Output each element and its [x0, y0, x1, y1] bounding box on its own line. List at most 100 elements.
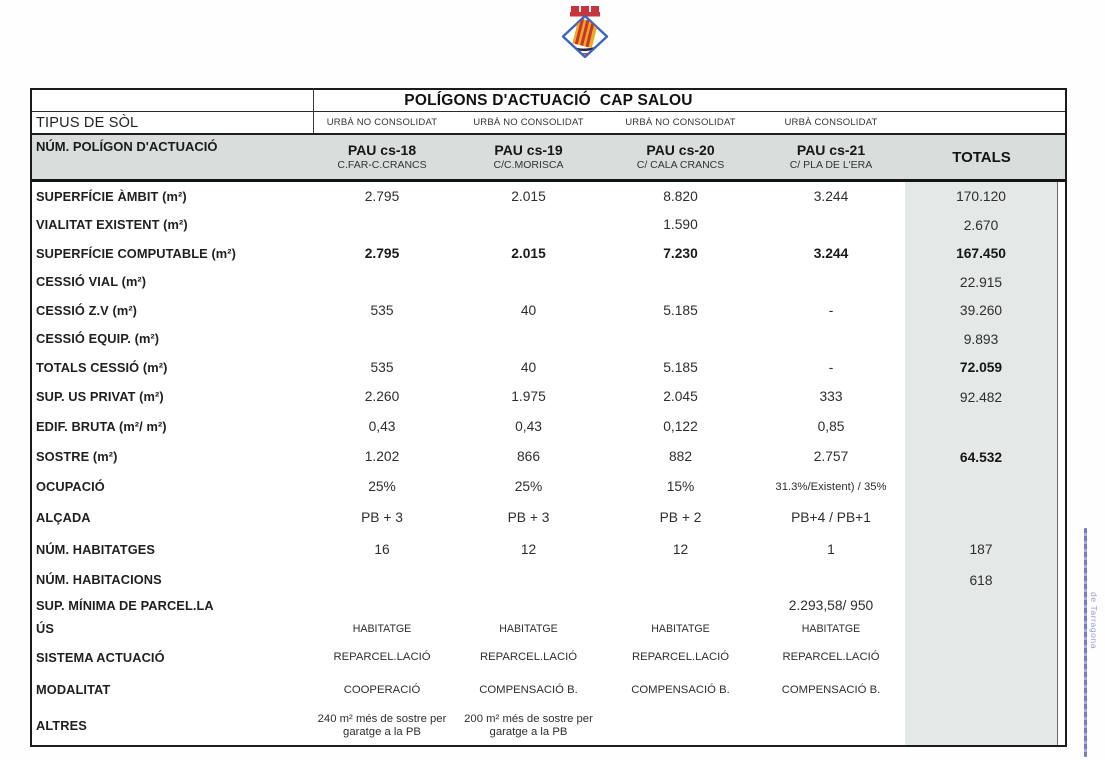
table-row: OCUPACIÓ 25% 25% 15% 31.3%/Existent) / 35% [32, 472, 1065, 502]
cell-value: PB+4 / PB+1 [791, 510, 871, 526]
table-row: ÚS HABITATGE HABITATGE HABITATGE HABITATGE [32, 617, 1065, 641]
total-value [905, 472, 1058, 502]
total-value [905, 674, 1058, 706]
cell-value: 2.293,58/ 950 [788, 598, 874, 614]
cell-value: 1 [827, 541, 835, 557]
stamp-text: de Tarragona [1089, 592, 1099, 650]
table-row: ALTRES 240 m² més de sostre per garatge a… [32, 706, 1065, 745]
cell-value: REPARCEL.LACIÓ [333, 651, 431, 663]
cell-value: 25% [368, 479, 396, 495]
column-header-pau-cs-20: PAU cs-20 C/ CALA CRANCS [636, 141, 725, 172]
cell-value: 3.244 [813, 245, 849, 261]
cell-value: 882 [668, 449, 693, 465]
pau-table: POLÍGONS D'ACTUACIÓ CAP SALOU TIPUS DE S… [30, 88, 1067, 747]
soil-type-value: URBÀ NO CONSOLIDAT [625, 117, 736, 128]
cell-value: - [828, 359, 834, 375]
cell-value: HABITATGE [499, 622, 558, 635]
cell-value: COMPENSACIÓ B. [781, 683, 881, 696]
salou-coat-of-arms-logo [561, 6, 609, 59]
total-value [905, 706, 1058, 745]
cell-value: 535 [370, 302, 394, 318]
stamp-border-line [1084, 528, 1087, 757]
row-label: SISTEMA ACTUACIÓ [36, 649, 165, 665]
cell-value: - [828, 302, 834, 318]
cell-value: 2.045 [663, 389, 698, 405]
total-value [905, 617, 1058, 641]
cell-value: 2.015 [511, 245, 546, 261]
soil-type-value: URBÀ NO CONSOLIDAT [473, 117, 584, 128]
total-value: 618 [905, 565, 1058, 595]
cell-value: 2.015 [511, 188, 546, 204]
table-row: SOSTRE (m²) 1.202 866 882 2.757 64.532 [32, 442, 1065, 472]
total-value: 9.893 [905, 325, 1058, 353]
cell-value: COOPERACIÓ [343, 683, 421, 696]
total-value: 2.670 [905, 211, 1058, 239]
row-label: SUP. MÍNIMA DE PARCEL.LA [36, 598, 214, 614]
cell-value: 240 m² més de sostre per garatge a la PB [317, 712, 447, 738]
cell-value: HABITATGE [352, 622, 412, 635]
senyera-stripes [572, 17, 599, 49]
table-row: TOTALS CESSIÓ (m²) 535 40 5.185 - 72.059 [32, 353, 1065, 382]
total-value: 167.450 [905, 239, 1058, 268]
row-label: CESSIÓ Z.V (m²) [36, 302, 138, 318]
row-label: NÚM. HABITATGES [36, 541, 156, 557]
cell-value: PB + 2 [659, 510, 702, 526]
totals-column-header: TOTALS [952, 148, 1011, 166]
total-value: 39.260 [905, 296, 1058, 325]
table-row: CESSIÓ Z.V (m²) 535 40 5.185 - 39.260 [32, 296, 1065, 325]
table-title: POLÍGONS D'ACTUACIÓ CAP SALOU [404, 91, 693, 109]
cell-value: 31.3%/Existent) / 35% [775, 480, 887, 493]
cell-value: 535 [370, 359, 394, 375]
header-vertical-divider [313, 88, 314, 133]
row-label: SUPERFÍCIE ÀMBIT (m²) [36, 188, 187, 204]
cell-value: HABITATGE [801, 622, 861, 635]
cell-value: REPARCEL.LACIÓ [782, 651, 880, 663]
total-value: 64.532 [905, 442, 1058, 472]
total-value: 72.059 [905, 353, 1058, 382]
row-label: SUP. US PRIVAT (m²) [36, 389, 164, 405]
cell-value: PB + 3 [361, 510, 403, 526]
cell-value: 5.185 [663, 302, 698, 318]
row-label: CESSIÓ EQUIP. (m²) [36, 331, 160, 347]
row-label: ALTRES [36, 717, 87, 733]
cell-value: REPARCEL.LACIÓ [631, 651, 730, 663]
cell-value: 333 [819, 389, 843, 405]
cell-value: 1.590 [663, 217, 698, 233]
total-value: 92.482 [905, 382, 1058, 412]
table-body: SUPERFÍCIE ÀMBIT (m²) 2.795 2.015 8.820 3.24… [32, 182, 1065, 745]
cell-value: HABITATGE [651, 622, 710, 635]
table-row: MODALITAT COOPERACIÓ COMPENSACIÓ B. COMPENS… [32, 674, 1065, 706]
cell-value: 1.975 [511, 389, 546, 405]
total-value: 22.915 [905, 268, 1058, 296]
table-title-row: POLÍGONS D'ACTUACIÓ CAP SALOU [32, 90, 1065, 112]
cell-value: 0,43 [368, 419, 396, 435]
table-row: ALÇADA PB + 3 PB + 3 PB + 2 PB+4 / PB+1 [32, 502, 1065, 534]
cell-value: 12 [672, 541, 689, 557]
table-row: NÚM. HABITACIONS 618 [32, 565, 1065, 595]
cell-value: 2.260 [364, 389, 400, 405]
row-label: EDIF. BRUTA (m²/ m²) [36, 419, 167, 435]
total-value [905, 412, 1058, 442]
cell-value: 7.230 [663, 245, 698, 261]
table-row: SUPERFÍCIE ÀMBIT (m²) 2.795 2.015 8.820 3.24… [32, 182, 1065, 211]
row-label: SUPERFÍCIE COMPUTABLE (m²) [36, 245, 237, 261]
total-value [905, 641, 1058, 674]
table-row: SUPERFÍCIE COMPUTABLE (m²) 2.795 2.015 7.23… [32, 239, 1065, 268]
polygon-header-label: NÚM. POLÍGON D'ACTUACIÓ [36, 139, 218, 154]
cell-value: 40 [520, 359, 537, 375]
table-row: SUP. US PRIVAT (m²) 2.260 1.975 2.045 333 92.… [32, 382, 1065, 412]
cell-value: 40 [520, 302, 537, 318]
row-label: MODALITAT [36, 682, 111, 698]
soil-type-value: URBÀ NO CONSOLIDAT [326, 117, 438, 128]
cell-value: 1.202 [364, 449, 400, 465]
cell-value: 25% [514, 479, 543, 495]
row-label: VIALITAT EXISTENT (m²) [36, 217, 188, 233]
row-label: TOTALS CESSIÓ (m²) [36, 359, 168, 375]
row-label: ÚS [36, 621, 54, 637]
column-header-pau-cs-18: PAU cs-18 C.FAR-C.CRANCS [337, 141, 427, 172]
cell-value: 0,43 [515, 419, 542, 435]
cell-value: 2.795 [364, 188, 400, 204]
cell-value: 15% [666, 479, 695, 495]
column-header-pau-cs-21: PAU cs-21 C/ PLA DE L'ERA [789, 141, 873, 172]
